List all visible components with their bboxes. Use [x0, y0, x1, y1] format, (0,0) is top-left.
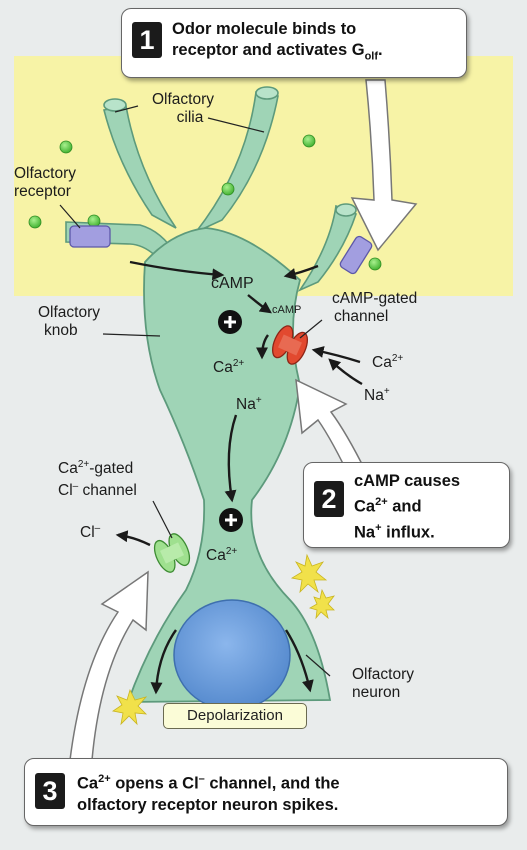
label-ca-gated-suffix: -gated	[89, 460, 134, 478]
step-2-line3: Na+ influx.	[354, 518, 460, 544]
olfactory-receptor-right	[339, 235, 373, 275]
label-olfactory-knob-line2: knob	[44, 322, 78, 339]
label-camp-small-text: cAMP	[272, 304, 302, 316]
label-camp-gated-line1: cAMP-gated	[332, 290, 418, 307]
depolarization-text: Depolarization	[187, 707, 283, 724]
signal-arrows	[115, 260, 363, 695]
nucleus	[173, 599, 291, 711]
step-3-line1-sup2: –	[198, 773, 205, 785]
label-cl-channel-sup: –	[72, 481, 79, 493]
step-2-line2-sup: 2+	[375, 496, 388, 508]
label-ca-left-sup: 2+	[232, 358, 245, 369]
step-3-number: 3	[35, 773, 65, 809]
label-olfactory-receptor-line1: Olfactory	[14, 165, 77, 182]
step-1-line2: receptor and activates Golf.	[172, 40, 383, 67]
label-cl-ion: Cl–	[80, 520, 100, 542]
label-ca-gated-text: Ca	[58, 460, 78, 478]
label-ca-gated-cl-channel: Ca2+-gated Cl– channel	[58, 456, 137, 500]
leader-lines	[59, 105, 331, 677]
step-3-line1b: opens a Cl	[110, 774, 199, 793]
label-camp-gated-channel: cAMP-gated channel	[332, 290, 417, 326]
step-1-text: Odor molecule binds to receptor and acti…	[172, 19, 383, 67]
step-2-text: cAMP causes Ca2+ and Na+ influx.	[354, 471, 460, 543]
label-na-mid-sup: +	[255, 395, 262, 406]
step-3-line1a: Ca	[77, 774, 99, 793]
label-ca-lower: Ca2+	[206, 543, 237, 565]
label-camp-gated-line2: channel	[334, 308, 389, 325]
step-3-line2: olfactory receptor neuron spikes.	[77, 795, 339, 814]
label-olfactory-neuron-line1: Olfactory	[352, 666, 415, 683]
label-camp: cAMP	[211, 275, 254, 293]
olfactory-receptor-left	[69, 225, 111, 248]
step-1-line2-text: receptor and activates G	[172, 41, 365, 59]
step-1-line1: Odor molecule binds to	[172, 20, 357, 38]
step-2-line2-end: and	[387, 497, 422, 516]
label-cl-ion-text: Cl	[80, 524, 95, 542]
label-cl-channel-suffix: channel	[78, 482, 137, 500]
step-3-line1c: channel, and the	[204, 774, 340, 793]
step-2-box: 2 cAMP causes Ca2+ and Na+ influx.	[303, 462, 510, 548]
label-ca-left-text: Ca	[213, 359, 233, 377]
label-na-mid-text: Na	[236, 396, 256, 414]
plus-icon-upper	[218, 310, 242, 334]
label-ca-left: Ca2+	[213, 355, 244, 377]
step-2-line3-sup: +	[375, 521, 382, 534]
camp-gated-channel	[271, 325, 309, 365]
step-3-box: 3 Ca2+ opens a Cl– channel, and the olfa…	[24, 758, 508, 826]
label-ca-right-text: Ca	[372, 354, 392, 372]
step-1-number: 1	[132, 22, 162, 58]
label-ca-gated-line1: Ca2+-gated	[58, 456, 137, 478]
depolarization-label: Depolarization	[163, 703, 307, 729]
step-1-line2-sub: olf	[364, 50, 379, 63]
callout-arrow-2	[295, 378, 367, 484]
label-ca-lower-text: Ca	[206, 547, 226, 565]
label-na-right-sup: +	[383, 386, 390, 397]
step-2-line1: cAMP causes	[354, 472, 461, 490]
label-ca-gated-sup: 2+	[77, 459, 90, 470]
step-2-line2: Ca2+ and	[354, 492, 460, 518]
step-3-text: Ca2+ opens a Cl– channel, and the olfact…	[77, 769, 340, 816]
label-na-right-text: Na	[364, 387, 384, 405]
step-2-line3-text: Na	[354, 523, 376, 541]
label-na-right: Na+	[364, 383, 390, 405]
label-cl-channel-line2: Cl– channel	[58, 478, 137, 500]
callout-arrow-1	[350, 79, 418, 252]
label-camp-text: cAMP	[211, 275, 254, 292]
label-olfactory-receptor-line2: receptor	[14, 183, 71, 200]
callout-arrow-3	[69, 570, 149, 761]
label-ca-right-sup: 2+	[391, 353, 404, 364]
label-olfactory-cilia-line2: cilia	[176, 109, 204, 126]
step-1-box: 1 Odor molecule binds to receptor and ac…	[121, 8, 467, 78]
label-olfactory-knob: Olfactory knob	[38, 304, 100, 340]
plus-icon-lower	[219, 508, 243, 532]
label-olfactory-cilia-line1: Olfactory	[152, 91, 215, 108]
label-cl-ion-sup: –	[94, 523, 101, 534]
step-1-line2-end: .	[378, 41, 383, 59]
label-camp-small: cAMP	[272, 301, 301, 319]
step-3-line1-sup: 2+	[98, 773, 111, 785]
label-olfactory-receptor: Olfactory receptor	[14, 165, 76, 201]
label-cl-channel-text: Cl	[58, 482, 73, 500]
label-olfactory-neuron: Olfactory neuron	[352, 666, 414, 702]
step-2-number: 2	[314, 481, 344, 517]
label-olfactory-knob-line1: Olfactory	[38, 304, 101, 321]
step-2-line2-text: Ca	[354, 497, 376, 516]
step-3-line1: Ca2+ opens a Cl– channel, and the	[77, 769, 340, 795]
label-ca-right: Ca2+	[372, 350, 403, 372]
odorant-molecules	[28, 134, 382, 271]
label-olfactory-neuron-line2: neuron	[352, 684, 401, 701]
step-2-line3-end: influx.	[381, 523, 435, 541]
label-na-mid: Na+	[236, 392, 262, 414]
label-olfactory-cilia: Olfactory cilia	[152, 91, 214, 127]
label-ca-lower-sup: 2+	[225, 546, 238, 557]
spike-burst-icon	[111, 553, 335, 726]
cl-channel	[153, 533, 191, 573]
